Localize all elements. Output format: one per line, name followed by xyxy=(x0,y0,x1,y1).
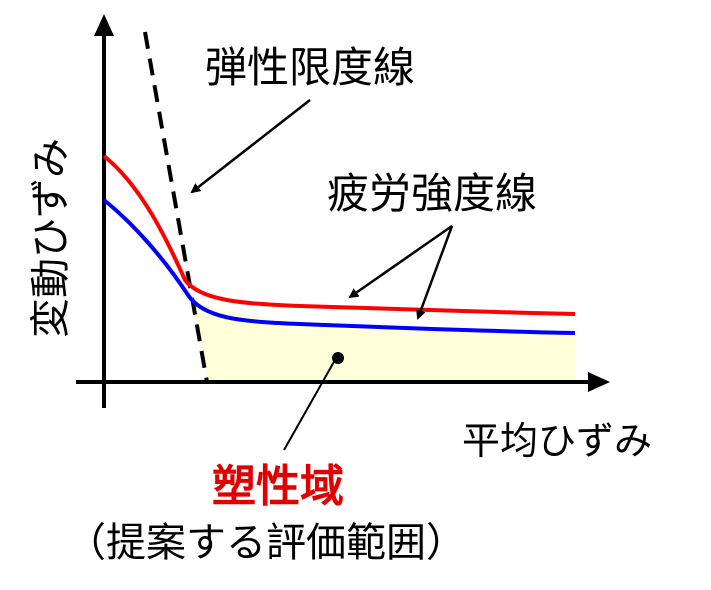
elastic-limit-line xyxy=(143,31,209,383)
x-axis-arrowhead xyxy=(588,372,610,392)
y-axis-arrowhead xyxy=(94,14,114,36)
fatigue-pointer-arrow-1 xyxy=(348,224,453,299)
fatigue-pointer-arrow-2 xyxy=(416,225,454,320)
fatigue-curve-upper xyxy=(102,154,576,316)
y-axis-label: 変動ひずみ xyxy=(28,138,74,338)
fatigue-curve-lower xyxy=(102,198,576,335)
elastic-limit-pointer-arrow xyxy=(190,99,311,194)
plastic-region-label: 塑性域 xyxy=(212,461,344,512)
plastic-region-leader xyxy=(283,359,336,451)
plastic-region-fill xyxy=(192,300,575,382)
x-axis-label: 平均ひずみ xyxy=(462,419,653,463)
elastic-limit-label: 弾性限度線 xyxy=(205,43,416,92)
evaluation-scope-label: （提案する評価範囲） xyxy=(66,520,466,566)
fatigue-strength-label: 疲労強度線 xyxy=(327,169,538,218)
